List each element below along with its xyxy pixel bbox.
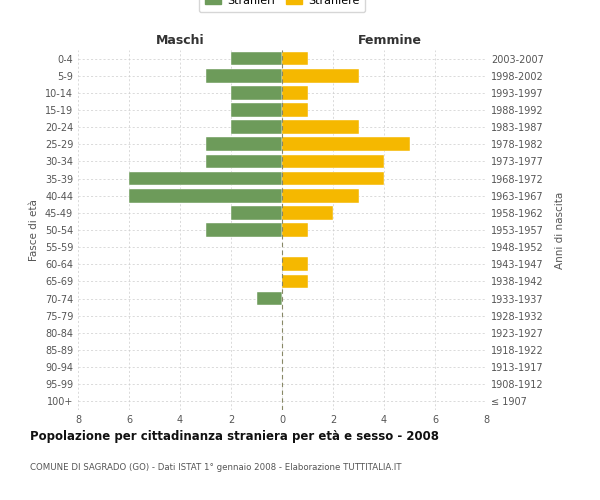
- Text: COMUNE DI SAGRADO (GO) - Dati ISTAT 1° gennaio 2008 - Elaborazione TUTTITALIA.IT: COMUNE DI SAGRADO (GO) - Dati ISTAT 1° g…: [30, 463, 401, 472]
- Bar: [206, 69, 282, 82]
- Bar: [129, 189, 282, 202]
- Bar: [257, 292, 282, 306]
- Text: Popolazione per cittadinanza straniera per età e sesso - 2008: Popolazione per cittadinanza straniera p…: [30, 430, 439, 443]
- Bar: [282, 274, 308, 288]
- Bar: [282, 86, 308, 100]
- Bar: [282, 120, 359, 134]
- Bar: [282, 52, 308, 66]
- Bar: [282, 138, 410, 151]
- Bar: [206, 223, 282, 237]
- Bar: [231, 52, 282, 66]
- Bar: [282, 206, 333, 220]
- Bar: [282, 223, 308, 237]
- Bar: [282, 103, 308, 117]
- Y-axis label: Fasce di età: Fasce di età: [29, 199, 39, 261]
- Bar: [231, 103, 282, 117]
- Text: Maschi: Maschi: [155, 34, 205, 48]
- Bar: [129, 172, 282, 185]
- Bar: [231, 120, 282, 134]
- Bar: [231, 86, 282, 100]
- Bar: [282, 172, 384, 185]
- Legend: Stranieri, Straniere: Stranieri, Straniere: [199, 0, 365, 12]
- Bar: [282, 69, 359, 82]
- Bar: [206, 138, 282, 151]
- Bar: [282, 189, 359, 202]
- Text: Femmine: Femmine: [358, 34, 422, 48]
- Y-axis label: Anni di nascita: Anni di nascita: [555, 192, 565, 268]
- Bar: [282, 154, 384, 168]
- Bar: [282, 258, 308, 271]
- Bar: [231, 206, 282, 220]
- Bar: [206, 154, 282, 168]
